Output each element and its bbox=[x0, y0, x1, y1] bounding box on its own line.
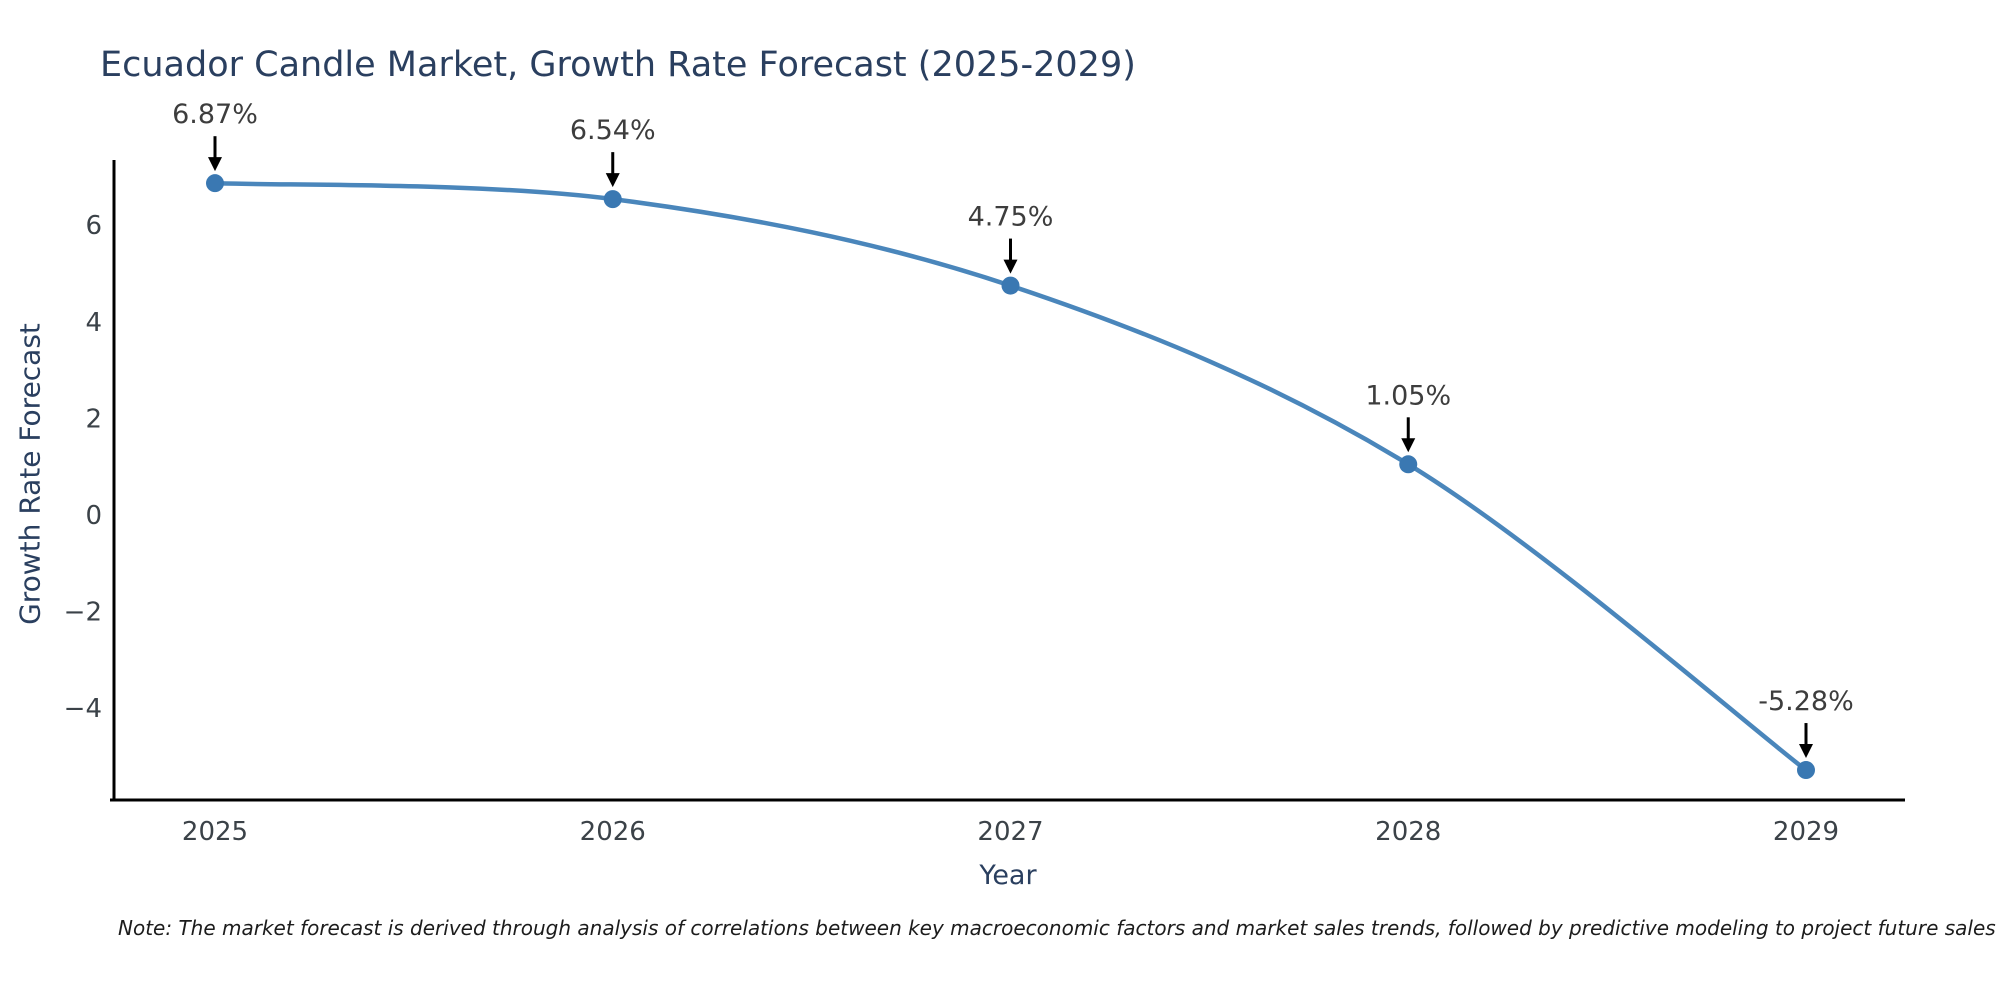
y-tick-label-6: 6 bbox=[85, 211, 102, 241]
annotation-arrowhead-2029 bbox=[1799, 744, 1813, 759]
x-tick-label-2028: 2028 bbox=[1375, 817, 1441, 847]
x-tick-label-2025: 2025 bbox=[182, 817, 248, 847]
data-point-2026 bbox=[603, 190, 622, 209]
data-point-2025 bbox=[206, 174, 224, 193]
annotation-arrowhead-2027 bbox=[1003, 259, 1018, 274]
x-tick-label-2026: 2026 bbox=[580, 817, 646, 847]
forecast-line bbox=[212, 180, 1809, 773]
annotation-label-2028: 1.05% bbox=[1365, 380, 1451, 411]
data-point-2028 bbox=[1399, 455, 1418, 474]
footnote: Note: The market forecast is derived thr… bbox=[118, 916, 1996, 940]
y-tick-label-2: 2 bbox=[85, 404, 102, 434]
annotation-arrowhead-2025 bbox=[208, 157, 222, 172]
annotation-arrowhead-2026 bbox=[605, 173, 620, 188]
y-tick-label-0: 0 bbox=[85, 501, 102, 531]
y-tick-label-−2: −2 bbox=[64, 598, 102, 628]
annotation-label-2029: -5.28% bbox=[1758, 686, 1854, 717]
y-tick-label-4: 4 bbox=[85, 308, 102, 338]
data-point-2027 bbox=[1001, 276, 1020, 295]
annotation-arrowhead-2028 bbox=[1401, 438, 1416, 453]
annotation-label-2027: 4.75% bbox=[968, 202, 1054, 233]
annotation-label-2025: 6.87% bbox=[172, 99, 258, 130]
x-axis-title: Year bbox=[979, 860, 1037, 891]
y-tick-label-−4: −4 bbox=[64, 694, 102, 724]
data-point-2029 bbox=[1797, 761, 1815, 780]
annotation-label-2026: 6.54% bbox=[570, 115, 656, 146]
chart-title: Ecuador Candle Market, Growth Rate Forec… bbox=[100, 45, 1136, 85]
x-tick-label-2027: 2027 bbox=[977, 817, 1043, 847]
x-tick-label-2029: 2029 bbox=[1773, 817, 1839, 847]
